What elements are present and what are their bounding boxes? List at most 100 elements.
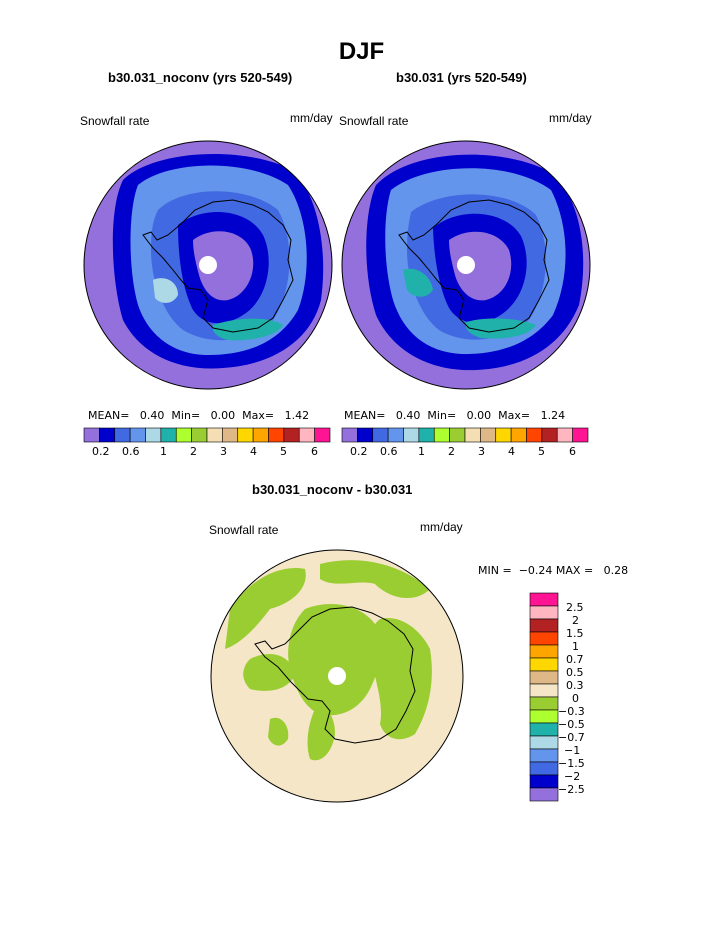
panel3-neg-region bbox=[320, 560, 430, 599]
colorbar-swatch bbox=[129, 427, 146, 443]
colorbar-swatch bbox=[529, 761, 559, 776]
colorbar-swatch bbox=[529, 748, 559, 763]
colorbar-swatch bbox=[529, 735, 559, 750]
panel3-tick: 2 bbox=[572, 614, 579, 627]
colorbar-swatch bbox=[283, 427, 300, 443]
colorbar-swatch bbox=[529, 683, 559, 698]
panel2-tick: 6 bbox=[569, 445, 576, 458]
panel3-map-border bbox=[210, 549, 464, 803]
colorbar-swatch bbox=[529, 722, 559, 737]
colorbar-swatch bbox=[529, 657, 559, 672]
panel1-units: mm/day bbox=[290, 111, 333, 125]
panel3-map bbox=[210, 549, 464, 803]
panel3-coastline bbox=[254, 606, 416, 744]
panel3-tick: 2.5 bbox=[566, 601, 584, 614]
panel2-tick: 0.2 bbox=[350, 445, 368, 458]
panel3-tick: 0.5 bbox=[566, 666, 584, 679]
colorbar-swatch bbox=[341, 427, 358, 443]
panel1-tick: 2 bbox=[190, 445, 197, 458]
colorbar-swatch bbox=[529, 670, 559, 685]
panel3-tick: 0.7 bbox=[566, 653, 584, 666]
panel1-stats: MEAN= 0.40 Min= 0.00 Max= 1.42 bbox=[88, 409, 310, 422]
colorbar-swatch bbox=[387, 427, 404, 443]
panel2-colorbar bbox=[341, 427, 589, 443]
colorbar-swatch bbox=[145, 427, 162, 443]
colorbar-swatch bbox=[237, 427, 254, 443]
panel1-tick: 0.2 bbox=[92, 445, 110, 458]
panel3-tick: −1 bbox=[564, 744, 581, 757]
panel3-pole-hole bbox=[328, 667, 346, 685]
panel2-colorbar-ticks: 0.2 0.6 1 2 3 4 5 6 bbox=[342, 445, 588, 459]
panel3-stats: MIN = −0.24 MAX = 0.28 bbox=[478, 564, 629, 577]
colorbar-swatch bbox=[206, 427, 223, 443]
panel1-tick: 5 bbox=[280, 445, 287, 458]
colorbar-swatch bbox=[418, 427, 435, 443]
colorbar-swatch bbox=[252, 427, 269, 443]
panel2-max-region bbox=[465, 318, 536, 339]
panel2-peninsula-patch bbox=[403, 268, 433, 297]
panel2-interior bbox=[449, 231, 512, 301]
panel3-tick: −2.5 bbox=[558, 783, 585, 796]
colorbar-swatch bbox=[99, 427, 116, 443]
colorbar-swatch bbox=[529, 787, 559, 802]
colorbar-swatch bbox=[372, 427, 389, 443]
colorbar-swatch bbox=[529, 696, 559, 711]
panel3-tick: −0.3 bbox=[558, 705, 585, 718]
colorbar-swatch bbox=[529, 644, 559, 659]
panel3-tick: 1 bbox=[572, 640, 579, 653]
panel2-coastline bbox=[398, 199, 550, 333]
colorbar-swatch bbox=[114, 427, 131, 443]
panel2-pole-hole bbox=[457, 256, 475, 274]
panel3-tick: 0.3 bbox=[566, 679, 584, 692]
panel3-neg-region bbox=[370, 618, 432, 740]
panel1-map-border bbox=[83, 140, 333, 390]
panel2-title: b30.031 (yrs 520-549) bbox=[396, 70, 527, 85]
colorbar-swatch bbox=[222, 427, 239, 443]
colorbar-swatch bbox=[298, 427, 315, 443]
panel3-neg-region bbox=[307, 707, 335, 761]
colorbar-swatch bbox=[541, 427, 558, 443]
colorbar-swatch bbox=[529, 592, 559, 607]
colorbar-swatch bbox=[268, 427, 285, 443]
panel2-tick: 2 bbox=[448, 445, 455, 458]
panel3-tick: −0.7 bbox=[558, 731, 585, 744]
colorbar-swatch bbox=[175, 427, 192, 443]
panel3-tick: 1.5 bbox=[566, 627, 584, 640]
panel3-colorbar-ticks: 2.5 2 1.5 1 0.7 0.5 0.3 0 −0.3 −0.5 −0.7… bbox=[558, 593, 626, 801]
panel3-tick: −1.5 bbox=[558, 757, 585, 770]
panel1-pole-hole bbox=[199, 256, 217, 274]
panel3-neg-region bbox=[268, 717, 289, 746]
colorbar-swatch bbox=[529, 774, 559, 789]
panel3-units: mm/day bbox=[420, 520, 463, 534]
colorbar-swatch bbox=[572, 427, 589, 443]
colorbar-swatch bbox=[464, 427, 481, 443]
panel2-units: mm/day bbox=[549, 111, 592, 125]
panel3-title: b30.031_noconv - b30.031 bbox=[252, 482, 413, 497]
panel2-map-border bbox=[341, 140, 591, 390]
colorbar-swatch bbox=[449, 427, 466, 443]
panel1-tick: 3 bbox=[220, 445, 227, 458]
panel3-neg-region bbox=[225, 568, 306, 649]
colorbar-swatch bbox=[510, 427, 527, 443]
colorbar-swatch bbox=[480, 427, 497, 443]
colorbar-swatch bbox=[529, 605, 559, 620]
panel3-tick: −0.5 bbox=[558, 718, 585, 731]
colorbar-swatch bbox=[83, 427, 100, 443]
colorbar-swatch bbox=[314, 427, 331, 443]
panel1-colorbar-ticks: 0.2 0.6 1 2 3 4 5 6 bbox=[84, 445, 330, 459]
panel2-tick: 4 bbox=[508, 445, 515, 458]
panel2-left-label: Snowfall rate bbox=[339, 114, 409, 128]
panel2-tick: 1 bbox=[418, 445, 425, 458]
panel3-tick: −2 bbox=[564, 770, 581, 783]
panel3-neg-region bbox=[288, 604, 381, 716]
panel1-map bbox=[83, 140, 333, 390]
panel1-tick: 4 bbox=[250, 445, 257, 458]
panel1-tick: 6 bbox=[311, 445, 318, 458]
panel2-tick: 3 bbox=[478, 445, 485, 458]
panel1-coastline bbox=[142, 199, 294, 333]
panel1-tick: 0.6 bbox=[122, 445, 140, 458]
panel3-neg-region bbox=[243, 654, 295, 691]
colorbar-swatch bbox=[529, 709, 559, 724]
colorbar-swatch bbox=[529, 631, 559, 646]
colorbar-swatch bbox=[433, 427, 450, 443]
